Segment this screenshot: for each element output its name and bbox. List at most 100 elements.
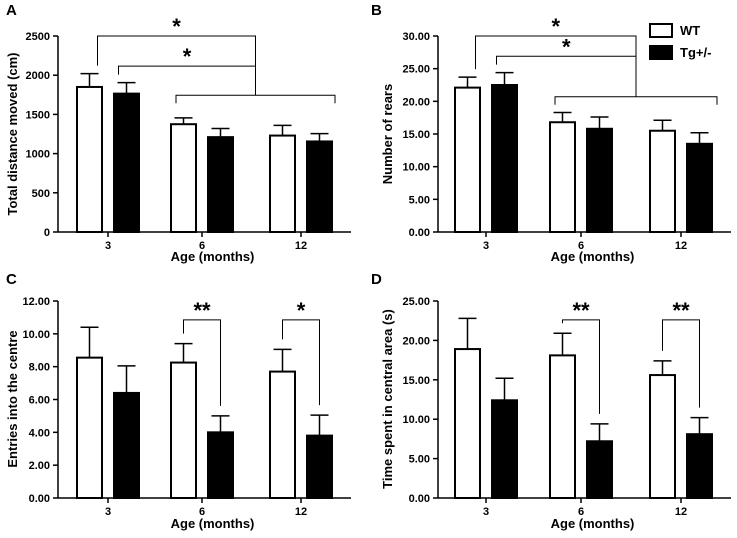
bar-wt-3 [76, 356, 103, 500]
bar-tg-3 [491, 84, 518, 233]
significance-label: * [297, 298, 306, 323]
bar-wt-3 [454, 348, 481, 499]
panel-a: A 0 500 1000 1500 2000 2500 Total distance move… [5, 2, 351, 264]
y-tick-label: 2000 [26, 70, 50, 82]
bar-tg-12 [306, 140, 333, 233]
significance-label: * [172, 14, 181, 39]
legend-swatch-wt [649, 23, 673, 38]
panel-d: D 0.00 5.00 10.00 15.00 20.00 25.00 Time spent … [371, 271, 731, 531]
y-tick-label: 0 [44, 227, 50, 239]
y-tick-label: 12.00 [22, 296, 50, 308]
legend-label: WT [680, 23, 700, 38]
panel-letter: A [6, 2, 17, 19]
significance-bracket [282, 319, 320, 406]
y-tick-label: 10.00 [402, 414, 430, 426]
group-bracket [554, 96, 718, 105]
y-tick-label: 15.00 [402, 129, 430, 141]
panel-c: C 0.00 2.00 4.00 6.00 8.00 10.00 12.00 Entries i… [5, 271, 351, 531]
y-axis-title: Total distance moved (cm) [5, 52, 20, 215]
bar-tg-6 [207, 136, 234, 233]
bar-wt-6 [170, 361, 197, 499]
panel-letter: B [371, 2, 382, 19]
y-tick-label: 4.00 [29, 427, 50, 439]
significance-label: * [183, 44, 192, 69]
y-tick-label: 2500 [26, 31, 50, 43]
x-tick-label: 3 [105, 506, 111, 518]
significance-bracket [662, 319, 700, 408]
bar-wt-3 [454, 86, 481, 234]
bar-tg-12 [686, 142, 713, 233]
y-tick-label: 500 [32, 188, 50, 200]
bar-wt-6 [549, 354, 576, 500]
y-tick-label: 25.00 [402, 296, 430, 308]
significance-bracket [97, 35, 256, 96]
y-tick-label: 10.00 [402, 162, 430, 174]
bar-wt-12 [649, 374, 676, 499]
legend-swatch-tg [649, 45, 673, 60]
significance-label: ** [572, 298, 590, 323]
bar-tg-3 [113, 92, 140, 234]
significance-bracket [183, 319, 221, 406]
y-tick-label: 15.00 [402, 375, 430, 387]
bar-tg-6 [586, 440, 613, 500]
y-tick-label: 5.00 [409, 194, 430, 206]
bar-wt-12 [269, 134, 296, 233]
bar-wt-12 [649, 129, 676, 234]
bar-wt-3 [76, 85, 103, 233]
y-tick-label: 25.00 [402, 64, 430, 76]
y-tick-label: 1500 [26, 109, 50, 121]
y-tick-label: 20.00 [402, 96, 430, 108]
x-tick-label: 12 [295, 240, 307, 252]
x-tick-label: 6 [578, 240, 584, 252]
y-tick-label: 1000 [26, 149, 50, 161]
legend: WT Tg+/- [649, 23, 711, 60]
significance-label: * [562, 34, 571, 59]
panel-letter: D [371, 271, 382, 288]
x-tick-label: 12 [295, 506, 307, 518]
y-axis-title: Entries into the centre [5, 330, 20, 467]
y-axis-title: Number of rears [380, 84, 395, 184]
x-tick-label: 3 [105, 240, 111, 252]
significance-bracket [496, 55, 637, 97]
x-tick-label: 12 [675, 240, 687, 252]
panel-b: B 0.00 5.00 10.00 15.00 20.00 25.00 30.00 Number… [371, 2, 731, 264]
x-tick-label: 3 [483, 506, 489, 518]
x-tick-label: 12 [675, 506, 687, 518]
y-tick-label: 0.00 [29, 493, 50, 505]
x-tick-label: 6 [578, 506, 584, 518]
y-axis-title: Time spent in central area (s) [380, 309, 395, 489]
bar-tg-6 [586, 127, 613, 233]
panel-letter: C [6, 271, 17, 288]
bar-wt-6 [170, 123, 197, 233]
y-tick-label: 0.00 [409, 493, 430, 505]
y-tick-label: 6.00 [29, 395, 50, 407]
legend-label: Tg+/- [680, 45, 711, 60]
bar-tg-6 [207, 431, 234, 500]
y-tick-label: 0.00 [409, 227, 430, 239]
bar-wt-6 [549, 121, 576, 233]
y-tick-label: 10.00 [22, 329, 50, 341]
x-axis-title: Age (months) [171, 516, 255, 531]
x-axis-title: Age (months) [551, 249, 635, 264]
y-tick-label: 8.00 [29, 362, 50, 374]
significance-label: ** [672, 298, 690, 323]
bar-tg-12 [306, 434, 333, 500]
significance-label: ** [193, 298, 211, 323]
y-tick-label: 20.00 [402, 335, 430, 347]
x-axis-title: Age (months) [171, 249, 255, 264]
y-tick-label: 2.00 [29, 460, 50, 472]
significance-bracket [118, 65, 256, 96]
x-axis-title: Age (months) [551, 516, 635, 531]
significance-label: * [551, 14, 560, 39]
bar-tg-12 [686, 433, 713, 499]
bar-tg-3 [113, 391, 140, 499]
bar-wt-12 [269, 370, 296, 500]
y-tick-label: 30.00 [402, 31, 430, 43]
bar-tg-3 [491, 399, 518, 499]
y-tick-label: 5.00 [409, 454, 430, 466]
x-tick-label: 6 [199, 240, 205, 252]
x-tick-label: 3 [483, 240, 489, 252]
x-tick-label: 6 [199, 506, 205, 518]
significance-bracket [562, 319, 600, 414]
